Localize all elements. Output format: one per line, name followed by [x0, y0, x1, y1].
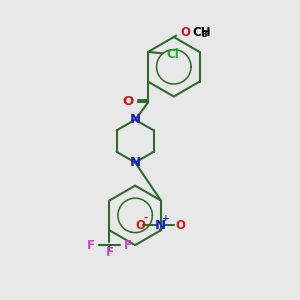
Text: F: F	[87, 238, 95, 252]
Text: N: N	[130, 156, 141, 169]
Text: CH: CH	[192, 26, 211, 39]
Text: O: O	[175, 219, 185, 232]
Text: Cl: Cl	[167, 48, 179, 62]
Text: 3: 3	[202, 30, 208, 39]
Text: -: -	[143, 212, 148, 223]
Text: N: N	[155, 219, 166, 232]
Text: O: O	[135, 219, 145, 232]
Text: +: +	[162, 214, 170, 223]
Text: F: F	[124, 238, 132, 252]
Text: N: N	[130, 113, 141, 126]
Text: F: F	[105, 246, 113, 259]
Text: O: O	[181, 26, 190, 39]
Text: O: O	[122, 95, 133, 108]
